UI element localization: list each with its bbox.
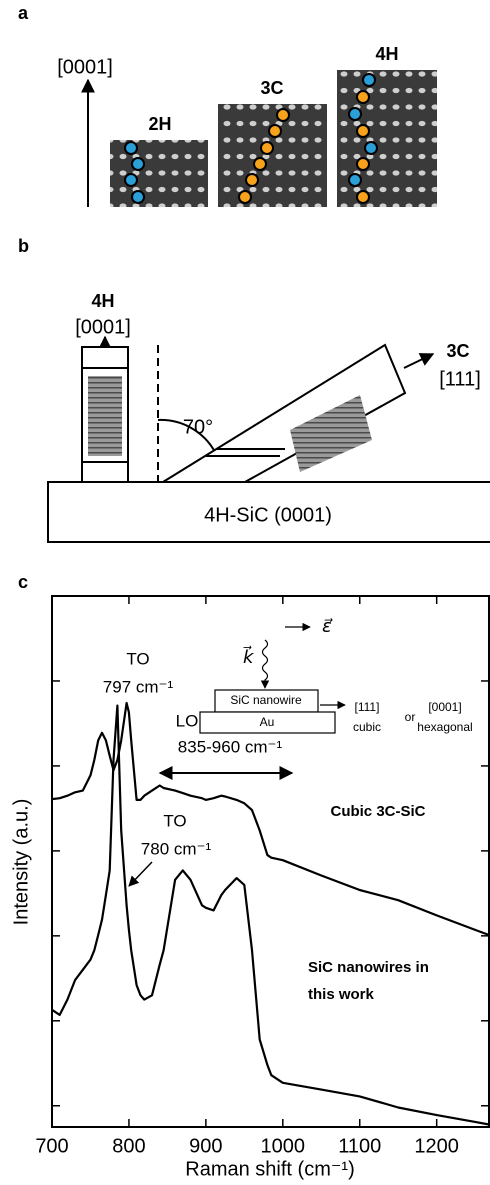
spectrum-line — [52, 706, 489, 1125]
inset-label: ε⃗ — [322, 616, 333, 636]
tilted-wire — [163, 345, 405, 482]
annotation: TO — [163, 811, 186, 830]
peak-arrow — [129, 862, 152, 886]
direction-label: [0001] — [75, 316, 131, 338]
wire-label: 4H — [91, 291, 114, 311]
inset-label: or — [405, 710, 416, 724]
polytype-label: 2H — [148, 114, 171, 134]
inset-label: [0001] — [428, 700, 461, 714]
inset-label: SiC nanowire — [230, 693, 302, 707]
inset-label: [111] — [355, 700, 380, 714]
polytype-label: 4H — [375, 44, 398, 64]
series-label: Cubic 3C-SiC — [330, 803, 425, 820]
wire-label: 3C — [446, 341, 469, 361]
x-axis-label: Raman shift (cm⁻¹) — [185, 1158, 354, 1180]
substrate-label: 4H-SiC (0001) — [204, 504, 332, 526]
x-tick-label: 900 — [189, 1135, 222, 1157]
direction-label: [111] — [439, 368, 481, 390]
annotation: TO — [126, 649, 149, 668]
page: a [0001] 2H 3C 4H b 4H [0001] 70° 3C [11… — [0, 0, 490, 1185]
inset-label: cubic — [353, 720, 381, 734]
x-tick-label: 700 — [35, 1135, 68, 1157]
annotation: 780 cm⁻¹ — [141, 839, 212, 858]
x-tick-label: 1000 — [261, 1135, 306, 1157]
stem-image — [218, 104, 327, 207]
annotation: 835-960 cm⁻¹ — [178, 737, 283, 756]
axis-label: [0001] — [57, 56, 113, 78]
series-label: SiC nanowires in this work — [308, 954, 438, 1008]
inset-wavy-arrow — [263, 640, 268, 688]
annotation: 797 cm⁻¹ — [103, 677, 174, 696]
x-tick-label: 1200 — [414, 1135, 459, 1157]
inset-label: k⃗ — [243, 645, 255, 666]
x-tick-label: 800 — [112, 1135, 145, 1157]
stem-image — [337, 70, 437, 207]
polytype-label: 3C — [260, 78, 283, 98]
x-tick-label: 1100 — [338, 1135, 381, 1157]
direction-arrow — [404, 354, 433, 368]
inset-label: hexagonal — [417, 720, 472, 734]
plot-frame — [52, 596, 489, 1127]
tem-image — [88, 376, 122, 456]
annotation: LO — [176, 711, 199, 730]
angle-label: 70° — [183, 416, 213, 438]
panel-label: b — [18, 236, 29, 256]
panel-label: c — [18, 572, 28, 592]
inset-label: Au — [260, 715, 275, 729]
y-axis-label: Intensity (a.u.) — [10, 799, 32, 926]
panel-label: a — [18, 3, 29, 23]
